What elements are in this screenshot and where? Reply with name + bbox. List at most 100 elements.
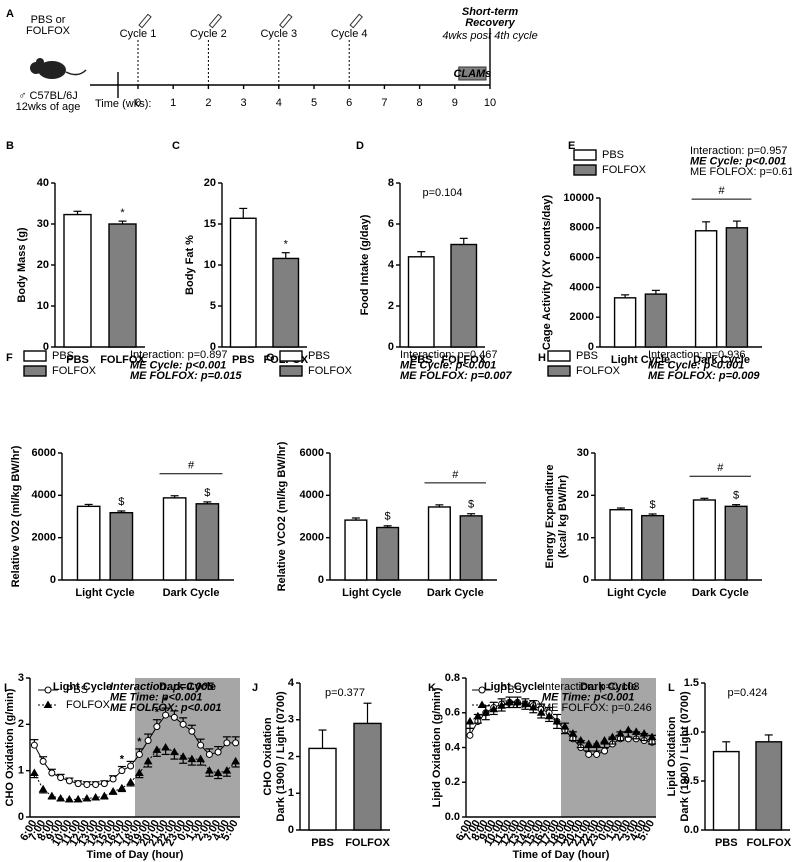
annotation: $ — [385, 511, 391, 523]
legend-label: PBS — [66, 684, 88, 696]
p-value-note: p=0.104 — [422, 187, 462, 199]
y-tick-label: 0.6 — [445, 707, 460, 719]
legend-swatch — [547, 350, 571, 362]
cycle-label: Cycle 2 — [190, 28, 227, 40]
annotation: $ — [118, 496, 124, 508]
panel-letter: G — [266, 352, 275, 364]
recovery-note: 4wks post 4th cycle — [442, 30, 537, 42]
bar — [195, 503, 220, 581]
marker — [639, 729, 649, 737]
marker — [497, 701, 506, 709]
y-tick-label: 4 — [388, 259, 395, 271]
marker — [38, 784, 48, 793]
bar — [76, 505, 101, 581]
marker — [117, 783, 127, 792]
y-axis-label: Lipid Oxidation — [666, 716, 678, 796]
panel-letter: K — [428, 682, 436, 694]
marker — [601, 747, 609, 755]
legend-label: FOLFOX — [52, 365, 97, 377]
stat-text: Interaction: p=0.103 — [542, 681, 640, 693]
y-axis-label: Food Intake (g/day) — [359, 214, 371, 315]
y-tick-label: 4 — [288, 677, 295, 689]
y-tick-label: 10 — [37, 300, 49, 312]
y-tick-label: 0 — [583, 574, 589, 586]
y-tick-label: 0.0 — [445, 811, 460, 823]
marker — [528, 703, 538, 711]
annotation: $ — [204, 487, 210, 499]
y-tick-label: 6000 — [570, 252, 594, 264]
y-tick-label: 10 — [204, 259, 216, 271]
legend-label: FOLFOX — [500, 699, 545, 711]
x-tick-label: FOLFOX — [100, 354, 145, 366]
bar — [609, 509, 633, 581]
legend-label: FOLFOX — [602, 164, 647, 176]
marker — [623, 725, 633, 734]
x-tick-label: Light Cycle — [607, 587, 666, 599]
stat-text: ME Cycle: p<0.001 — [648, 359, 744, 371]
marker — [91, 793, 100, 801]
marker — [536, 708, 546, 716]
x-tick-label: PBS — [232, 354, 255, 366]
x-axis-label: Time of Day (hour) — [513, 849, 610, 861]
marker — [57, 774, 65, 782]
bar — [353, 722, 382, 831]
bar — [724, 505, 748, 581]
tick-label: 8 — [417, 97, 423, 109]
tick-label: 10 — [484, 97, 496, 109]
stat-text: ME FOLFOX: p=0.007 — [400, 370, 512, 382]
y-tick-label: 6000 — [300, 447, 324, 459]
marker — [593, 750, 601, 758]
y-tick-label: 10 — [577, 532, 589, 544]
y-tick-label: 2000 — [32, 532, 56, 544]
tick-label: 1 — [170, 97, 176, 109]
x-tick-label: FOLFOX — [345, 837, 390, 849]
y-tick-label: 0 — [288, 824, 294, 836]
panel-letter: J — [252, 682, 258, 694]
bar — [450, 243, 478, 348]
y-tick-label: 8 — [388, 177, 394, 189]
bar — [692, 499, 716, 581]
marker — [127, 762, 135, 770]
annotation: # — [452, 469, 459, 481]
stat-text: Interaction: p=0.897 — [130, 349, 228, 361]
y-tick-label: 1 — [288, 787, 294, 799]
y-tick-label: 0.2 — [445, 776, 460, 788]
y-tick-label: 0 — [210, 341, 216, 353]
marker — [100, 780, 108, 788]
marker — [152, 745, 162, 753]
stat-text: ME Time: p<0.001 — [110, 691, 202, 703]
y-tick-label: 0 — [388, 341, 394, 353]
y-axis-label: Cage Activity (XY counts/day) — [541, 195, 553, 351]
annotation: * — [163, 695, 168, 707]
bar — [712, 750, 740, 831]
region-label: Light Cycle — [484, 681, 543, 693]
marker — [222, 766, 232, 774]
y-axis-label: (kcal/ kg BW/hr) — [557, 475, 569, 558]
marker — [205, 766, 214, 774]
clams-box — [458, 66, 487, 81]
marker — [600, 736, 609, 744]
y-tick-label: 1 — [18, 765, 24, 777]
y-axis-label: Dark (1900) / Light (0700) — [679, 691, 691, 822]
legend-swatch — [573, 164, 597, 176]
bar — [613, 297, 637, 348]
bar — [344, 519, 368, 581]
y-tick-label: 1.5 — [684, 677, 699, 689]
x-tick-label: Dark Cycle — [427, 587, 484, 599]
y-tick-label: 20 — [37, 259, 49, 271]
marker — [56, 793, 65, 802]
y-axis-label: CHO Oxidation (g/min) — [4, 688, 16, 806]
bar — [63, 213, 92, 348]
legend-label: FOLFOX — [308, 365, 353, 377]
marker — [162, 711, 170, 719]
marker — [143, 756, 153, 765]
legend-swatch — [23, 365, 47, 377]
tick-label: 7 — [381, 97, 387, 109]
syringe-icon — [279, 13, 293, 29]
marker — [477, 700, 487, 708]
marker — [100, 791, 109, 800]
y-tick-label: 0 — [318, 574, 324, 586]
legend-label: PBS — [602, 149, 624, 161]
legend-label: PBS — [576, 350, 598, 362]
